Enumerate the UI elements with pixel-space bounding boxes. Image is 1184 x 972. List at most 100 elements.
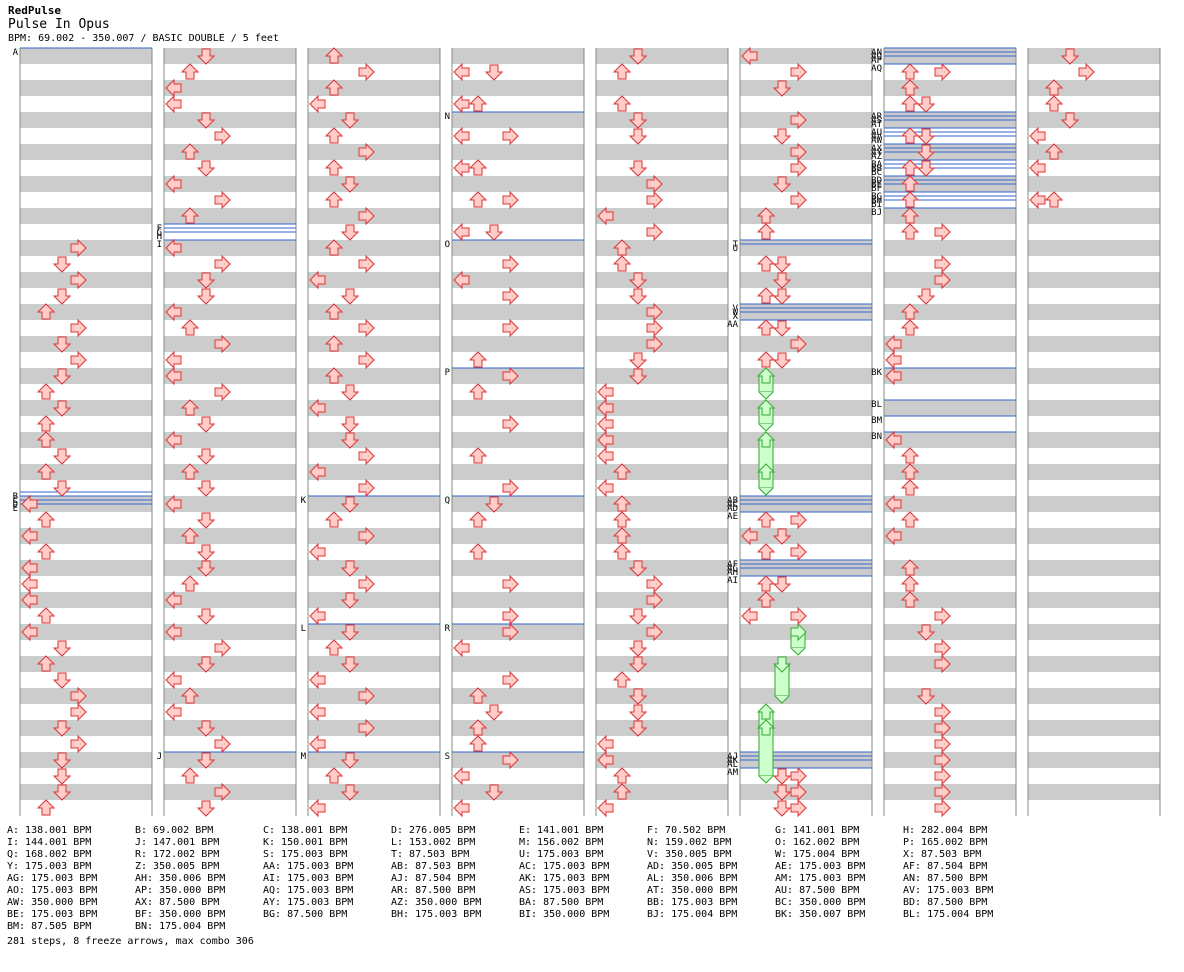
beat-stripe: [20, 784, 152, 800]
bpm-legend-entry: AW: 350.000 BPM: [7, 897, 98, 908]
bpm-change-label: T: [733, 240, 739, 250]
bpm-change-label: BN: [871, 432, 882, 442]
beat-stripe: [1028, 240, 1160, 256]
beat-stripe: [452, 464, 584, 480]
bpm-change-label: S: [445, 752, 450, 762]
beat-stripe: [308, 272, 440, 288]
bpm-legend-entry: P: 165.002 BPM: [903, 837, 988, 848]
bpm-legend-entry: AX: 87.500 BPM: [135, 897, 220, 908]
beat-stripe: [596, 688, 728, 704]
bpm-legend-entry: AF: 87.504 BPM: [903, 861, 988, 872]
bpm-legend-entry: F: 70.502 BPM: [647, 825, 726, 836]
beat-stripe: [596, 560, 728, 576]
bpm-change-label: P: [445, 368, 451, 378]
bpm-change-label: BA: [871, 160, 882, 170]
beat-stripe: [1028, 560, 1160, 576]
bpm-legend-entry: AB: 87.503 BPM: [391, 861, 476, 872]
bpm-change-label: G: [157, 228, 162, 238]
beat-stripe: [596, 48, 728, 64]
freeze-arrow-icon: [757, 399, 775, 432]
bpm-change-label: AW: [871, 136, 882, 146]
measure-column: [739, 48, 873, 816]
bpm-legend-entry: AY: 175.003 BPM: [263, 897, 354, 908]
measure-column: [163, 48, 297, 816]
beat-stripe: [308, 624, 440, 640]
beat-stripe: [452, 240, 584, 256]
beat-stripe: [164, 752, 296, 768]
bpm-legend-entry: D: 276.005 BPM: [391, 825, 476, 836]
bpm-change-label: BJ: [871, 208, 882, 218]
beat-stripe: [20, 752, 152, 768]
beat-stripe: [164, 240, 296, 256]
bpm-change-label: BD: [871, 176, 882, 186]
bpm-legend-entry: AD: 350.005 BPM: [647, 861, 738, 872]
bpm-legend-entry: AL: 350.006 BPM: [647, 873, 738, 884]
bpm-change-label: E: [13, 504, 18, 514]
bpm-legend-entry: BH: 175.003 BPM: [391, 909, 482, 920]
beat-stripe: [164, 688, 296, 704]
beat-stripe: [452, 528, 584, 544]
bpm-legend-entry: Q: 168.002 BPM: [7, 849, 92, 860]
artist-name: RedPulse: [8, 4, 61, 17]
beat-stripe: [20, 400, 152, 416]
beat-stripe: [164, 624, 296, 640]
bpm-legend-entry: S: 175.003 BPM: [263, 849, 348, 860]
bpm-legend-row: AO: 175.003 BPM AP: 350.000 BPM AQ: 175.00…: [7, 885, 1031, 897]
beat-stripe: [20, 560, 152, 576]
bpm-change-label: BI: [871, 200, 882, 210]
beat-stripe: [20, 112, 152, 128]
beat-stripe: [164, 400, 296, 416]
beat-stripe: [20, 208, 152, 224]
bpm-change-label: BB: [871, 164, 882, 174]
beat-stripe: [452, 112, 584, 128]
beat-stripe: [20, 464, 152, 480]
bpm-legend-entry: R: 172.002 BPM: [135, 849, 220, 860]
beat-stripe: [884, 528, 1016, 544]
beat-stripe: [308, 592, 440, 608]
beat-stripe: [452, 272, 584, 288]
bpm-change-label: AB: [727, 496, 738, 506]
bpm-legend-row: BM: 87.505 BPM BN: 175.004 BPM: [7, 921, 1031, 933]
bpm-legend-entry: Y: 175.003 BPM: [7, 861, 92, 872]
freeze-tail: [790, 647, 806, 656]
bpm-legend-entry: AA: 175.003 BPM: [263, 861, 354, 872]
bpm-legend-entry: AC: 175.003 BPM: [519, 861, 610, 872]
beat-stripe: [1028, 368, 1160, 384]
beat-stripe: [308, 400, 440, 416]
bpm-legend-row: Y: 175.003 BPM Z: 350.005 BPM AA: 175.003 …: [7, 861, 1031, 873]
beat-stripe: [884, 496, 1016, 512]
bpm-change-label: BE: [871, 180, 882, 190]
bpm-change-label: AG: [727, 564, 738, 574]
bpm-legend-entry: AM: 175.003 BPM: [775, 873, 866, 884]
freeze-tail: [758, 423, 774, 432]
bpm-change-label: K: [301, 496, 307, 506]
beat-stripe: [884, 560, 1016, 576]
beat-stripe: [164, 304, 296, 320]
bpm-change-label: A: [13, 48, 19, 58]
bpm-change-label: BC: [871, 168, 882, 178]
beat-stripe: [452, 176, 584, 192]
bpm-change-label: AN: [871, 48, 882, 58]
beat-stripe: [596, 656, 728, 672]
beat-stripe: [1028, 272, 1160, 288]
beat-stripe: [164, 528, 296, 544]
bpm-legend-entry: BF: 350.000 BPM: [135, 909, 226, 920]
beat-stripe: [1028, 720, 1160, 736]
beat-stripe: [308, 656, 440, 672]
beat-stripe: [164, 592, 296, 608]
bpm-legend-entry: AI: 175.003 BPM: [263, 873, 354, 884]
beat-stripe: [596, 752, 728, 768]
bpm-change-label: V: [733, 304, 739, 314]
beat-stripe: [884, 592, 1016, 608]
bpm-legend-entry: AS: 175.003 BPM: [519, 885, 610, 896]
bpm-legend-row: I: 144.001 BPM J: 147.001 BPM K: 150.001 B…: [7, 837, 1031, 849]
bpm-legend-entry: K: 150.001 BPM: [263, 837, 348, 848]
bpm-legend-entry: AP: 350.000 BPM: [135, 885, 226, 896]
beat-stripe: [740, 80, 872, 96]
bpm-legend-row: AG: 175.003 BPM AH: 350.006 BPM AI: 175.00…: [7, 873, 1031, 885]
beat-stripe: [1028, 336, 1160, 352]
bpm-legend-entry: O: 162.002 BPM: [775, 837, 860, 848]
beat-stripe: [452, 304, 584, 320]
bpm-legend-entry: H: 282.004 BPM: [903, 825, 988, 836]
beat-stripe: [20, 720, 152, 736]
